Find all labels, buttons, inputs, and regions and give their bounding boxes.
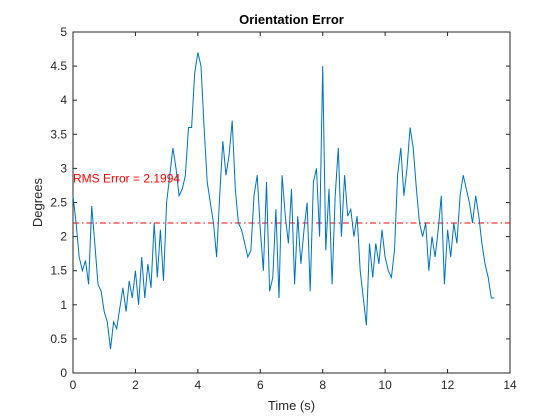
x-tick-label: 4: [195, 378, 202, 392]
axis-ticks: [72, 31, 511, 374]
y-tick-label: 2: [60, 230, 67, 244]
x-axis-label: Time (s): [268, 398, 315, 413]
y-tick-label: 0.5: [50, 332, 67, 346]
y-tick-label: 4.5: [50, 59, 67, 73]
x-tick-label: 2: [132, 378, 139, 392]
y-tick-label: 4: [60, 93, 67, 107]
rms-annotation: RMS Error = 2.1994: [73, 172, 180, 186]
x-tick-label: 0: [70, 378, 77, 392]
y-tick-label: 1.5: [50, 264, 67, 278]
error-series-line: [72, 52, 495, 350]
x-tick-label: 12: [441, 378, 455, 392]
chart-title: Orientation Error: [239, 12, 344, 27]
y-tick-label: 0: [60, 366, 67, 380]
x-tick-label: 14: [503, 378, 517, 392]
x-tick-label: 10: [378, 378, 392, 392]
tick-labels: 0 2 4 6 8 10 12 14 0 0.5 1 1.5 2 2.5 3 3.5 4 4.5 5: [50, 25, 517, 392]
y-axis-label: Degrees: [30, 177, 45, 227]
y-tick-label: 1: [60, 298, 67, 312]
y-tick-label: 3: [60, 161, 67, 175]
x-tick-label: 8: [319, 378, 326, 392]
x-tick-label: 6: [257, 378, 264, 392]
y-tick-label: 2.5: [50, 196, 67, 210]
y-tick-label: 3.5: [50, 127, 67, 141]
y-tick-label: 5: [60, 25, 67, 39]
